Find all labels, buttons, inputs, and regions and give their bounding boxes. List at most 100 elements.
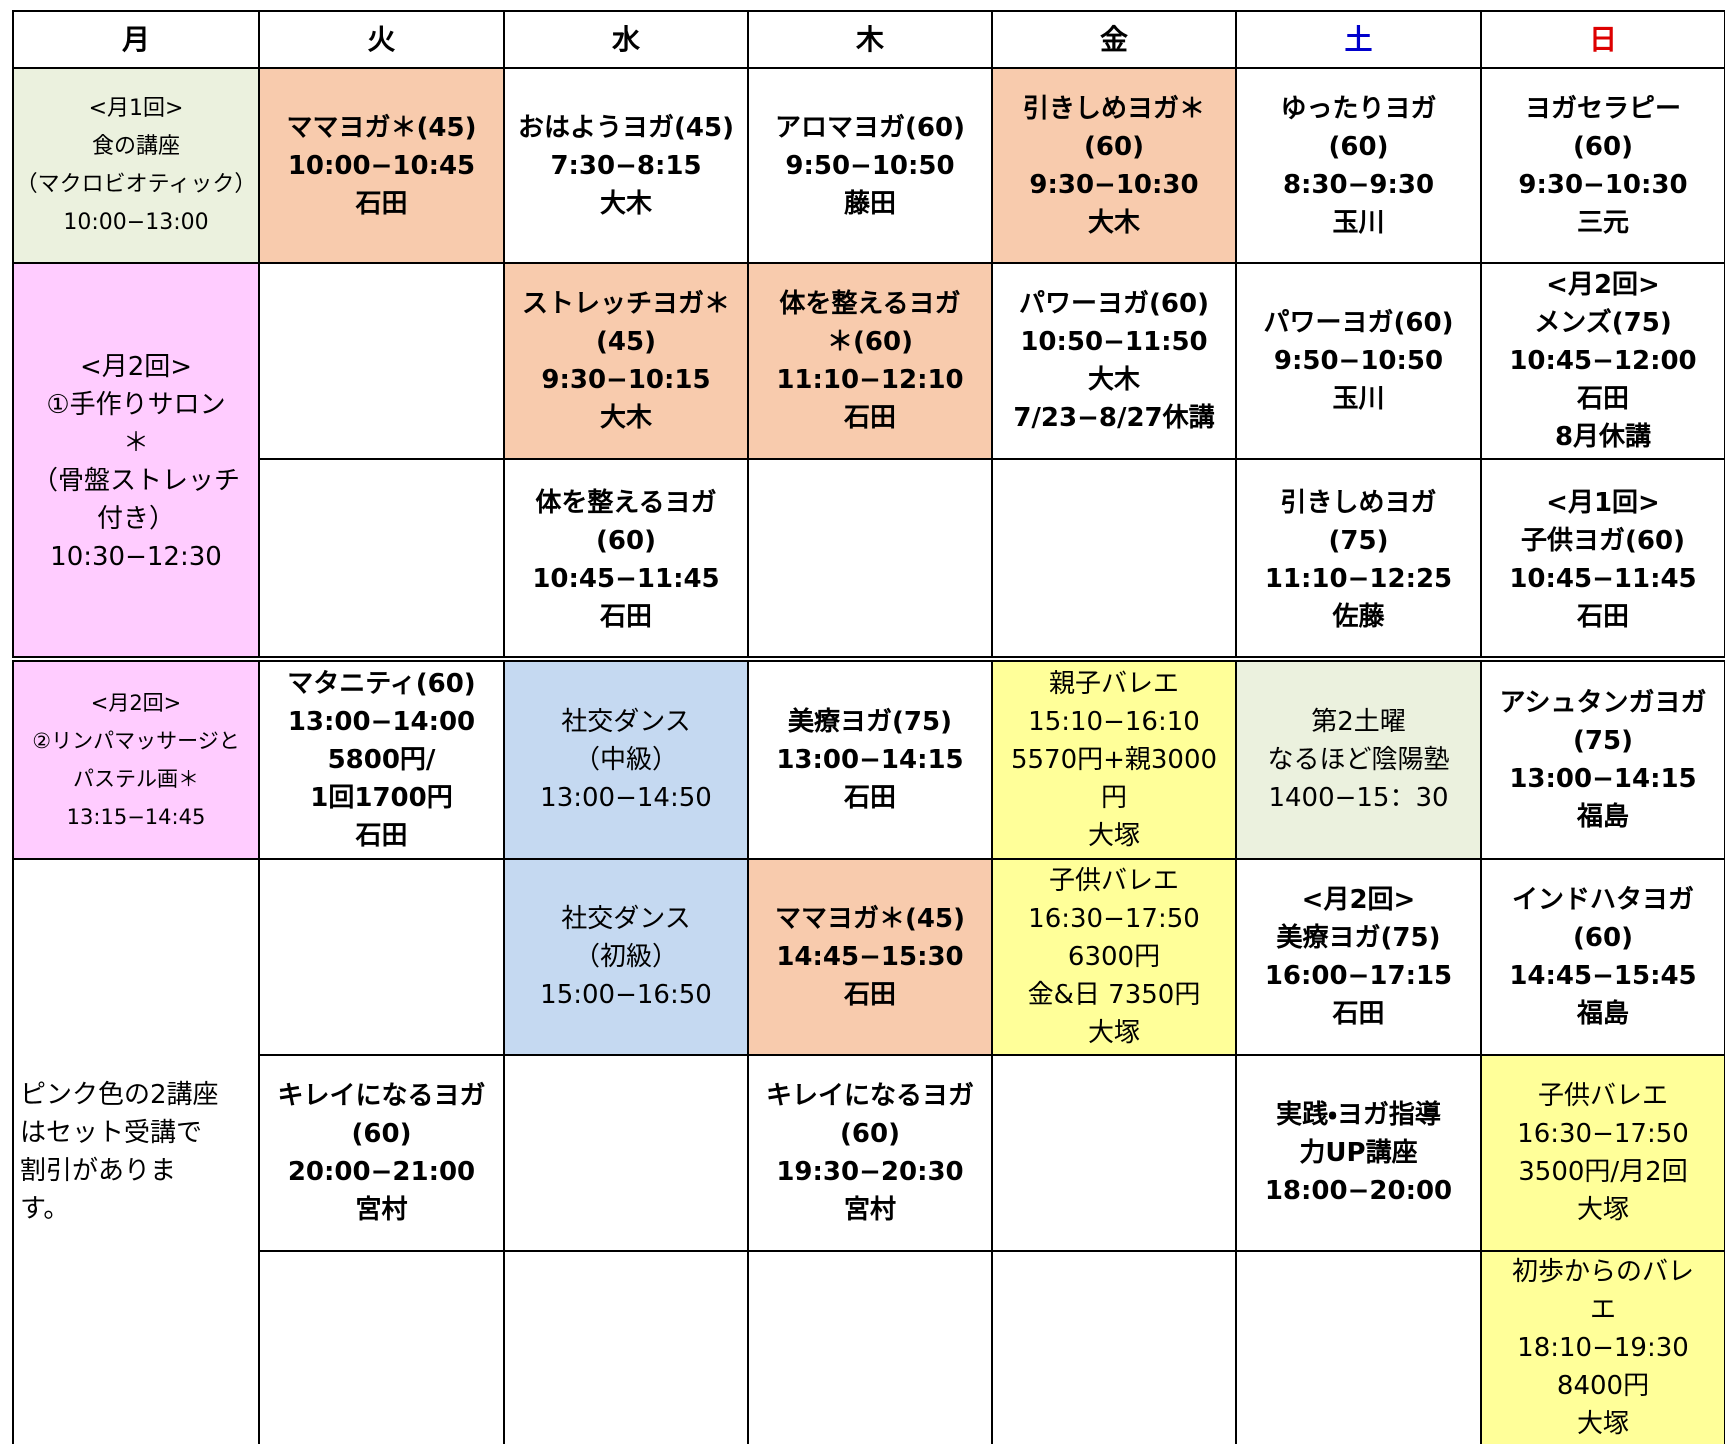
cell-line: 引きしめヨガ: [1280, 488, 1437, 518]
cell-line: （初級）: [573, 942, 678, 972]
cell-line: 7:30−8:15: [550, 150, 702, 181]
cell-line: ストレッチヨガ＊: [521, 289, 730, 319]
cell-line: 9:30−10:30: [1029, 169, 1199, 200]
class-cell: ママヨガ＊(45) 10:00−10:45 石田: [258, 67, 505, 264]
cell-line: ②リンパマッサージと: [32, 729, 240, 753]
cell-line: 玉川: [1332, 207, 1385, 238]
cell-line: <月2回>: [90, 691, 182, 715]
cell-line: 16:30−17:50: [1517, 1119, 1689, 1149]
cell-line: 子供バレエ: [1048, 866, 1179, 896]
cell-line: 美療ヨガ(75): [788, 707, 952, 737]
class-cell: ヨガセラピー (60) 9:30−10:30 三元: [1480, 67, 1725, 264]
empty-cell: [747, 458, 993, 662]
cell-line: <月2回>: [1546, 270, 1660, 300]
class-cell: 第2土曜 なるほど陰陽塾 1400−15：30: [1235, 660, 1482, 860]
class-cell: パワーヨガ(60) 9:50−10:50 玉川: [1235, 262, 1482, 460]
empty-cell: [258, 458, 505, 662]
empty-cell: [258, 858, 505, 1056]
cell-line: 8400円: [1556, 1371, 1650, 1401]
block-separator: [12, 656, 1725, 662]
class-cell: ママヨガ＊(45) 14:45−15:30 石田: [747, 858, 993, 1056]
cell-line: 大塚: [1087, 821, 1140, 851]
class-cell: 子供バレエ 16:30−17:50 6300円 金&日 7350円 大塚: [991, 858, 1237, 1056]
cell-line: （中級）: [573, 745, 678, 775]
class-cell: アシュタンガヨガ (75) 13:00−14:15 福島: [1480, 660, 1725, 860]
cell-line: 第2土曜: [1311, 707, 1406, 737]
cell-line: パステル画＊: [73, 767, 199, 791]
cell-line: (75): [1573, 726, 1633, 756]
cell-line: 食の講座: [91, 133, 180, 159]
class-cell: ピンク色の2講座 はセット受講で 割引がありま す。: [12, 858, 260, 1444]
cell-line: マタニティ(60): [287, 669, 476, 699]
cell-line: 10:00−13:00: [63, 209, 209, 235]
class-cell: 引きしめヨガ (75) 11:10−12:25 佐藤: [1235, 458, 1482, 662]
cell-line: <月2回>: [1301, 885, 1416, 915]
empty-cell: [258, 262, 505, 460]
cell-line: 石田: [599, 602, 652, 632]
cell-line: 13:00−14:15: [776, 745, 964, 775]
cell-line: 大木: [1087, 365, 1140, 395]
class-cell: キレイになるヨガ (60) 19:30−20:30 宮村: [747, 1054, 993, 1252]
day-header: 月: [12, 10, 260, 69]
cell-line: 体を整えるヨガ: [535, 488, 717, 518]
cell-line: 体を整えるヨガ: [779, 289, 961, 319]
cell-line: (75): [1328, 526, 1389, 556]
cell-line: <月2回>: [79, 352, 193, 382]
cell-line: 大木: [599, 403, 652, 433]
day-header: 金: [991, 10, 1237, 69]
cell-line: おはようヨガ(45): [518, 112, 734, 143]
cell-line: 福島: [1576, 802, 1629, 832]
class-cell: 社交ダンス （初級） 15:00−16:50: [503, 858, 749, 1056]
cell-line: 石田: [843, 980, 896, 1010]
cell-line: 18:00−20:00: [1264, 1176, 1453, 1206]
class-cell: 親子バレエ 15:10−16:10 5570円+親3000 円大塚: [991, 660, 1237, 860]
cell-line: 社交ダンス: [561, 707, 691, 737]
cell-line: ピンク色の2講座: [20, 1080, 219, 1110]
cell-line: 13:00−14:15: [1509, 764, 1697, 794]
cell-line: 玉川: [1332, 384, 1385, 414]
class-cell: パワーヨガ(60) 10:50−11:50 大木 7/23−8/27休講: [991, 262, 1237, 460]
empty-cell: [991, 1054, 1237, 1252]
day-header: 土: [1235, 10, 1482, 69]
class-cell: ストレッチヨガ＊ (45) 9:30−10:15 大木: [503, 262, 749, 460]
cell-line: 大木: [1087, 207, 1140, 238]
cell-line: パワーヨガ(60): [1263, 308, 1454, 338]
cell-line: 18:10−19:30: [1517, 1333, 1689, 1363]
day-header: 日: [1480, 10, 1725, 69]
class-cell: 引きしめヨガ＊ (60) 9:30−10:30 大木: [991, 67, 1237, 264]
class-cell: アロマヨガ(60) 9:50−10:50 藤田: [747, 67, 993, 264]
cell-line: 16:00−17:15: [1264, 961, 1453, 991]
cell-line: 初歩からのバレ: [1511, 1257, 1694, 1287]
cell-line: 宮村: [355, 1195, 408, 1225]
cell-line: 石田: [843, 783, 896, 813]
cell-line: (60): [1573, 923, 1633, 953]
day-header: 木: [747, 10, 993, 69]
cell-line: 13:00−14:00: [287, 707, 476, 737]
cell-line: 9:50−10:50: [1273, 346, 1444, 376]
cell-line: 円: [1100, 783, 1127, 813]
cell-line: 福島: [1576, 999, 1629, 1029]
cell-line: 三元: [1576, 207, 1629, 238]
cell-line: 実践・ヨガ指導: [1276, 1100, 1441, 1130]
day-header: 火: [258, 10, 505, 69]
class-cell: 子供バレエ 16:30−17:50 3500円/月2回 大塚: [1480, 1054, 1725, 1252]
empty-cell: [258, 1250, 505, 1444]
cell-line: 大塚: [1087, 1018, 1140, 1048]
cell-line: 引きしめヨガ＊: [1022, 93, 1205, 124]
cell-line: 親子バレエ: [1048, 669, 1179, 699]
cell-line: ママヨガ＊(45): [286, 112, 477, 143]
cell-line: （骨盤ストレッチ: [31, 466, 240, 496]
cell-line: 13:15−14:45: [66, 805, 206, 829]
cell-line: アロマヨガ(60): [775, 112, 965, 143]
cell-line: 14:45−15:45: [1509, 961, 1697, 991]
cell-line: なるほど陰陽塾: [1267, 745, 1450, 775]
cell-line: 石田: [1332, 999, 1385, 1029]
day-header: 水: [503, 10, 749, 69]
class-cell: 体を整えるヨガ (60) 10:45−11:45 石田: [503, 458, 749, 662]
cell-line: ＊: [122, 428, 149, 458]
class-cell: キレイになるヨガ (60) 20:00−21:00 宮村: [258, 1054, 505, 1252]
cell-line: 10:00−10:45: [287, 150, 476, 181]
cell-line: ママヨガ＊(45): [775, 904, 965, 934]
cell-line: キレイになるヨガ: [277, 1081, 486, 1111]
